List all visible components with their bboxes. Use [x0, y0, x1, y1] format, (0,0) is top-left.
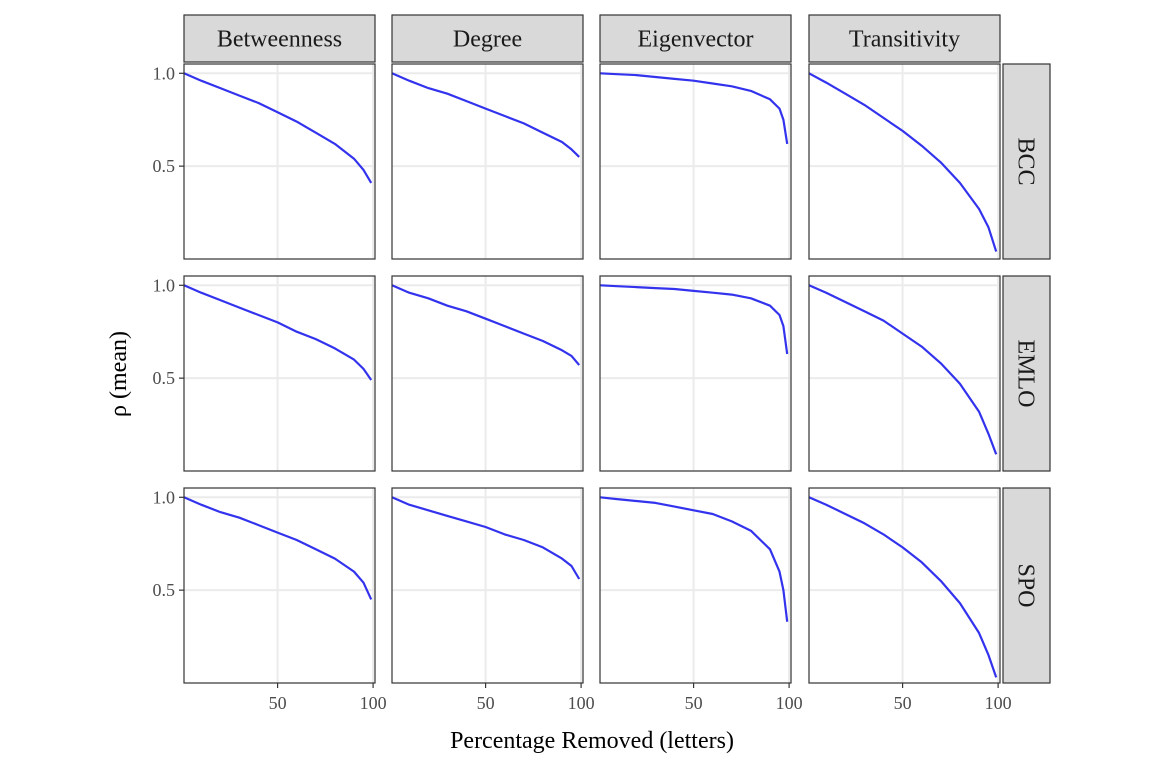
- panel-spo-betweenness: [183, 487, 376, 684]
- panel-border: [391, 63, 584, 260]
- panel-border: [391, 275, 584, 472]
- series-line: [391, 72, 580, 158]
- series-line: [391, 284, 581, 366]
- panel-border: [599, 275, 792, 472]
- panel-border: [808, 275, 1001, 472]
- x-axis-title: Percentage Removed (letters): [450, 728, 734, 754]
- strip-background: [1002, 63, 1051, 260]
- series-line: [599, 496, 789, 622]
- series-line: [183, 284, 373, 381]
- strip-label: Betweenness: [217, 27, 342, 53]
- y-tick-label: 0.5: [153, 368, 176, 388]
- strip-background: [808, 14, 1001, 63]
- panel-emlo-eigenvector: [599, 275, 792, 472]
- panel-bcc-transitivity: [808, 63, 1001, 260]
- panel-border: [599, 487, 792, 684]
- strip-label: Eigenvector: [638, 27, 754, 53]
- panel-background: [809, 276, 1000, 471]
- panel-border: [599, 63, 792, 260]
- panel-background: [184, 64, 375, 259]
- panel-border: [808, 63, 1001, 260]
- strip-background: [1002, 275, 1051, 472]
- strip-transitivity: Transitivity: [808, 14, 1001, 63]
- strip-background: [183, 14, 376, 63]
- series-line: [808, 72, 998, 252]
- panel-border: [391, 487, 584, 684]
- panel-background: [600, 488, 791, 683]
- panel-border: [183, 63, 376, 260]
- y-axis-title: ρ (mean): [106, 331, 132, 417]
- x-tick-label: 50: [894, 693, 912, 713]
- panel-emlo-degree: [391, 275, 584, 472]
- strip-betweenness: Betweenness: [183, 14, 376, 63]
- x-tick-label: 50: [269, 693, 287, 713]
- panel-background: [809, 488, 1000, 683]
- x-tick-label: 100: [985, 693, 1012, 713]
- strip-eigenvector: Eigenvector: [599, 14, 792, 63]
- strip-emlo: EMLO: [1002, 275, 1051, 472]
- ticks-layer: 0.5 1.0 0.5 1.0 0.5 1.0 50 100 50 100 50 100 50 100: [153, 63, 1012, 713]
- x-tick-label: 50: [685, 693, 703, 713]
- panel-spo-degree: [391, 487, 584, 684]
- panel-bcc-degree: [391, 63, 584, 260]
- strip-label: Degree: [453, 27, 522, 53]
- series-line: [808, 496, 998, 678]
- y-tick-label: 1.0: [153, 63, 176, 83]
- panel-spo-transitivity: [808, 487, 1001, 684]
- panel-border: [183, 275, 376, 472]
- strip-label: Transitivity: [849, 27, 960, 53]
- strip-background: [1002, 487, 1051, 684]
- x-tick-label: 100: [360, 693, 387, 713]
- strip-background: [391, 14, 584, 63]
- strip-label: EMLO: [1013, 340, 1039, 408]
- panel-background: [392, 64, 583, 259]
- panel-border: [808, 487, 1001, 684]
- panel-background: [600, 276, 791, 471]
- series-line: [183, 496, 373, 600]
- y-tick-label: 1.0: [153, 275, 176, 295]
- strip-background: [599, 14, 792, 63]
- series-line: [808, 284, 998, 455]
- panel-background: [600, 64, 791, 259]
- panel-background: [184, 488, 375, 683]
- panel-background: [392, 488, 583, 683]
- panel-background: [392, 276, 583, 471]
- series-line: [391, 496, 581, 580]
- panels-layer: [183, 63, 1001, 684]
- strip-spo: SPO: [1002, 487, 1051, 684]
- x-tick-label: 50: [477, 693, 495, 713]
- x-tick-label: 100: [776, 693, 803, 713]
- strip-label: SPO: [1013, 563, 1039, 607]
- series-line: [599, 284, 789, 355]
- panel-spo-eigenvector: [599, 487, 792, 684]
- panel-emlo-betweenness: [183, 275, 376, 472]
- panel-border: [183, 487, 376, 684]
- panel-background: [184, 276, 375, 471]
- y-tick-label: 0.5: [153, 580, 176, 600]
- strip-label: BCC: [1013, 137, 1039, 185]
- panel-bcc-eigenvector: [599, 63, 792, 260]
- panel-background: [809, 64, 1000, 259]
- x-tick-label: 100: [568, 693, 595, 713]
- strips-layer: Betweenness Degree Eigenvector Transitivity…: [183, 14, 1051, 684]
- strip-bcc: BCC: [1002, 63, 1051, 260]
- strip-degree: Degree: [391, 14, 584, 63]
- series-line: [183, 72, 373, 184]
- panel-emlo-transitivity: [808, 275, 1001, 472]
- y-tick-label: 1.0: [153, 487, 176, 507]
- series-line: [599, 72, 789, 145]
- y-tick-label: 0.5: [153, 156, 176, 176]
- panel-bcc-betweenness: [183, 63, 376, 260]
